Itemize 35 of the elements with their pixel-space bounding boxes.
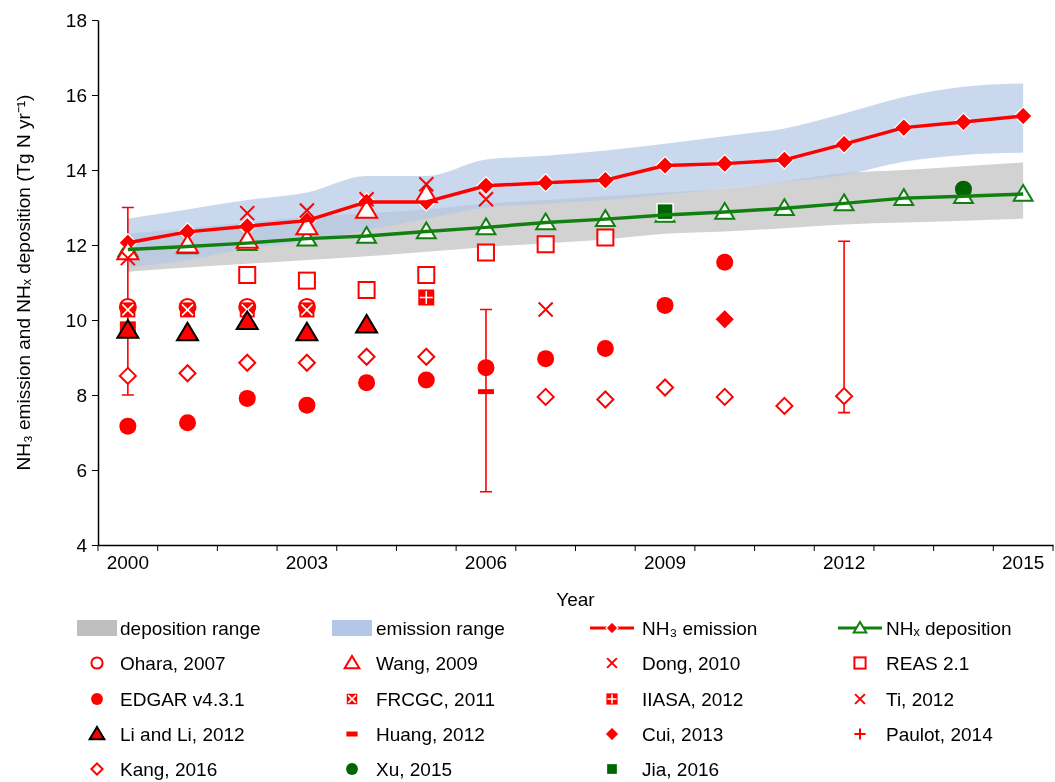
text: emission range	[376, 617, 505, 639]
y-tick-label: 18	[65, 9, 87, 31]
x-tick-label: 2006	[464, 551, 508, 573]
x-tick-label: 2015	[1002, 551, 1045, 573]
x-tick-label: 2009	[643, 551, 687, 573]
legend-label: Ti, 2012	[886, 688, 954, 710]
legend-label: IIASA, 2012	[642, 688, 744, 710]
legend-label: REAS 2.1	[886, 652, 970, 674]
legend-label: Li and Li, 2012	[120, 723, 245, 745]
x-tick-label: 2003	[285, 551, 329, 573]
legend-label: EDGAR v4.3.1	[120, 688, 245, 710]
y-tick-label: 4	[76, 534, 88, 556]
x-axis-title: Year	[556, 589, 596, 610]
y-axis-title: NH₃ emission and NHₓ deposition (Tg N yr⁻¹)	[13, 94, 34, 471]
y-tick-label: 10	[65, 309, 87, 331]
y-tick-label: 8	[76, 384, 87, 406]
y-tick-label: 14	[65, 159, 88, 181]
x-tick-label: 2012	[822, 551, 866, 573]
legend-label: FRCGC, 2011	[376, 688, 495, 710]
legend-label: Huang, 2012	[376, 723, 485, 745]
legend-label: Paulot, 2014	[886, 723, 994, 745]
legend-label: Cui, 2013	[642, 723, 724, 745]
legend-label: NH₃ emission	[642, 617, 758, 639]
legend-label: Ohara, 2007	[120, 652, 226, 674]
text: deposition range	[120, 617, 261, 639]
x-tick-label: 2000	[106, 551, 149, 573]
legend-label: Wang, 2009	[376, 652, 478, 674]
legend-label: Kang, 2016	[120, 758, 218, 780]
y-tick-label: 6	[76, 459, 87, 481]
y-tick-label: 12	[65, 234, 87, 256]
legend-label: Dong, 2010	[642, 652, 741, 674]
legend-label: Xu, 2015	[376, 758, 453, 780]
y-tick-label: 16	[65, 84, 87, 106]
legend-label: Jia, 2016	[642, 758, 720, 780]
legend-label: NHₓ deposition	[886, 617, 1012, 639]
